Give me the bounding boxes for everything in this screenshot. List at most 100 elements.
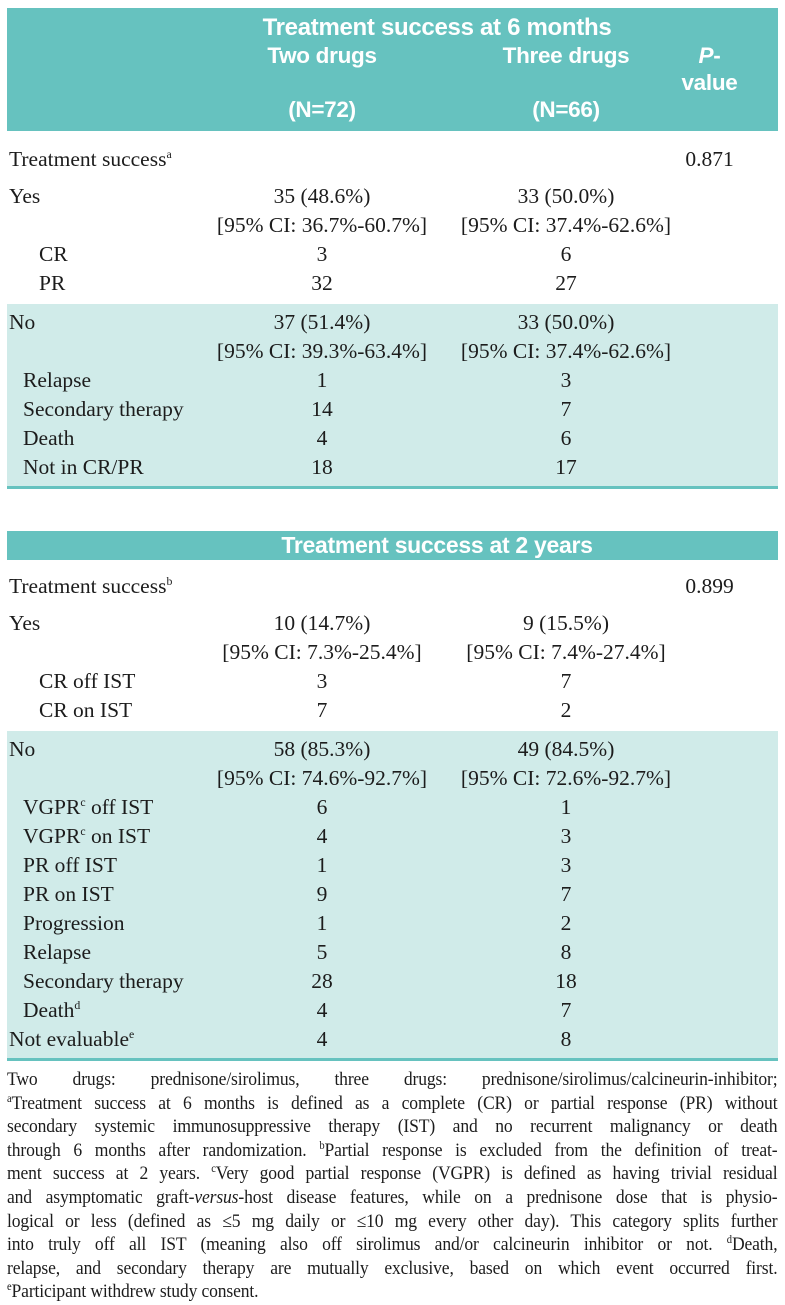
row-label: CR <box>39 242 68 266</box>
three-drugs-value: 49 (84.5%) [95% CI: 72.6%-92.7%] <box>451 735 681 793</box>
footnote-line: aTreatment success at 6 months is define… <box>7 1092 778 1114</box>
three-drugs-value: 7 <box>560 882 572 906</box>
table-row: Death 4 6 <box>7 424 778 453</box>
table-6-months-body: Treatment successa 0.871 Yes 35 (48.6%) … <box>7 131 778 489</box>
three-drugs-value: 8 <box>560 1027 572 1051</box>
footnote-line: secondary systemic immunosuppressive the… <box>7 1117 778 1138</box>
p-value <box>681 967 778 996</box>
two-drugs-value: 35 (48.6%) [95% CI: 36.7%-60.7%] <box>193 182 451 240</box>
table-row: Deathd 4 7 <box>7 996 778 1025</box>
header-spacer <box>7 533 193 557</box>
three-drugs-value: 7 <box>560 397 572 421</box>
table-row: PR 32 27 <box>7 269 778 298</box>
two-drugs-value: 10 (14.7%) [95% CI: 7.3%-25.4%] <box>193 609 451 667</box>
three-drugs-value: 18 <box>555 969 577 993</box>
row-label: Not evaluablee <box>9 1026 135 1051</box>
confidence-interval: [95% CI: 37.4%-62.6%] <box>460 213 672 237</box>
two-drugs-value: 7 <box>316 698 328 722</box>
confidence-interval: [95% CI: 74.6%-92.7%] <box>216 766 428 790</box>
table-row: Not in CR/PR 18 17 <box>7 453 778 482</box>
column-header-three-drugs: Three drugs <box>502 43 630 68</box>
two-drugs-value: 4 <box>316 998 328 1022</box>
p-value <box>681 696 778 725</box>
two-drugs-value: 1 <box>316 853 328 877</box>
row-label: No <box>9 737 36 761</box>
footnote-line: logical or less (defined as ≤5 mg daily … <box>7 1211 778 1232</box>
table-footnote: Two drugs: prednisone/sirolimus, three d… <box>7 1069 778 1305</box>
confidence-interval: [95% CI: 39.3%-63.4%] <box>216 339 428 363</box>
two-drugs-value: 37 (51.4%) [95% CI: 39.3%-63.4%] <box>193 308 451 366</box>
footnote-marker: c <box>80 794 86 809</box>
footnote-marker: c <box>80 823 86 838</box>
italic-versus: versus <box>194 1187 239 1208</box>
p-rest: -value <box>681 43 738 95</box>
table-row: CR on IST 7 2 <box>7 696 778 725</box>
footnote-line: through 6 months after randomization. bP… <box>7 1139 778 1161</box>
row-label: Secondary therapy <box>23 969 184 993</box>
footnote-line: Two drugs: prednisone/sirolimus, three d… <box>7 1070 778 1090</box>
p-value <box>681 909 778 938</box>
footnote-marker: a <box>166 146 172 161</box>
two-drugs-value: 14 <box>311 397 333 421</box>
row-label: Relapse <box>23 940 92 964</box>
row-label: Not in CR/PR <box>23 455 144 479</box>
footnote-marker: a <box>7 1092 12 1105</box>
header-spacer <box>681 533 778 557</box>
header-spacer <box>681 96 778 123</box>
table-row: VGPRc off IST 6 1 <box>7 793 778 822</box>
row-label: Yes <box>9 611 41 635</box>
three-drugs-value: 27 <box>555 271 577 295</box>
footnote-marker: b <box>319 1139 325 1152</box>
column-header-two-drugs: Two drugs <box>267 43 377 68</box>
confidence-interval: [95% CI: 7.4%-27.4%] <box>466 640 666 664</box>
table-6-months: Treatment success at 6 months Two drugs … <box>7 8 778 489</box>
table-2-years-title: Treatment success at 2 years <box>281 532 593 558</box>
table-row: Secondary therapy 14 7 <box>7 395 778 424</box>
table-row: No 37 (51.4%) [95% CI: 39.3%-63.4%] 33 (… <box>7 308 778 366</box>
row-label: No <box>9 310 36 334</box>
p-value: 0.899 <box>685 574 734 598</box>
three-drugs-value: 33 (50.0%) [95% CI: 37.4%-62.6%] <box>451 182 681 240</box>
p-value <box>681 996 778 1025</box>
p-value <box>681 453 778 482</box>
confidence-interval: [95% CI: 37.4%-62.6%] <box>460 339 672 363</box>
three-drugs-value: 33 (50.0%) [95% CI: 37.4%-62.6%] <box>451 308 681 366</box>
two-drugs-value: 6 <box>316 795 328 819</box>
two-drugs-value: 32 <box>311 271 333 295</box>
three-drugs-value: 7 <box>560 998 572 1022</box>
row-label: PR <box>39 271 66 295</box>
three-drugs-value <box>451 572 681 601</box>
row-label: Treatment successa <box>9 146 172 171</box>
footnote-line: eParticipant withdrew study consent. <box>7 1281 259 1303</box>
table-2-years-body: Treatment successb 0.899 Yes 10 (14.7%) … <box>7 560 778 1061</box>
three-drugs-value: 17 <box>555 455 577 479</box>
table-row: Relapse 1 3 <box>7 366 778 395</box>
three-drugs-value: 2 <box>560 698 572 722</box>
table-row: Secondary therapy 28 18 <box>7 967 778 996</box>
two-drugs-value: 4 <box>316 824 328 848</box>
header-spacer <box>681 14 778 42</box>
three-drugs-value: 8 <box>560 940 572 964</box>
p-value <box>681 395 778 424</box>
p-value <box>681 793 778 822</box>
three-drugs-value: 2 <box>560 911 572 935</box>
header-spacer <box>7 14 193 42</box>
footnote-line: ment success at 2 years. cVery good part… <box>7 1163 778 1185</box>
p-value: 0.871 <box>685 147 734 171</box>
table-row: Treatment successa 0.871 <box>7 145 778 174</box>
two-drugs-value: 4 <box>316 1027 328 1051</box>
three-drugs-value: 6 <box>560 426 572 450</box>
column-header-p-value: P-value <box>681 42 778 96</box>
p-value <box>681 609 778 667</box>
p-value <box>681 851 778 880</box>
two-drugs-value: 4 <box>316 426 328 450</box>
table-6-months-title: Treatment success at 6 months <box>262 14 612 41</box>
two-drugs-value: 5 <box>316 940 328 964</box>
shaded-no-section: No 58 (85.3%) [95% CI: 74.6%-92.7%] 49 (… <box>7 731 778 1061</box>
three-drugs-value: 7 <box>560 669 572 693</box>
p-value <box>681 735 778 793</box>
row-label: Deathd <box>23 997 81 1022</box>
table-row: CR 3 6 <box>7 240 778 269</box>
row-label: PR on IST <box>23 882 114 906</box>
three-drugs-value: 3 <box>560 824 572 848</box>
